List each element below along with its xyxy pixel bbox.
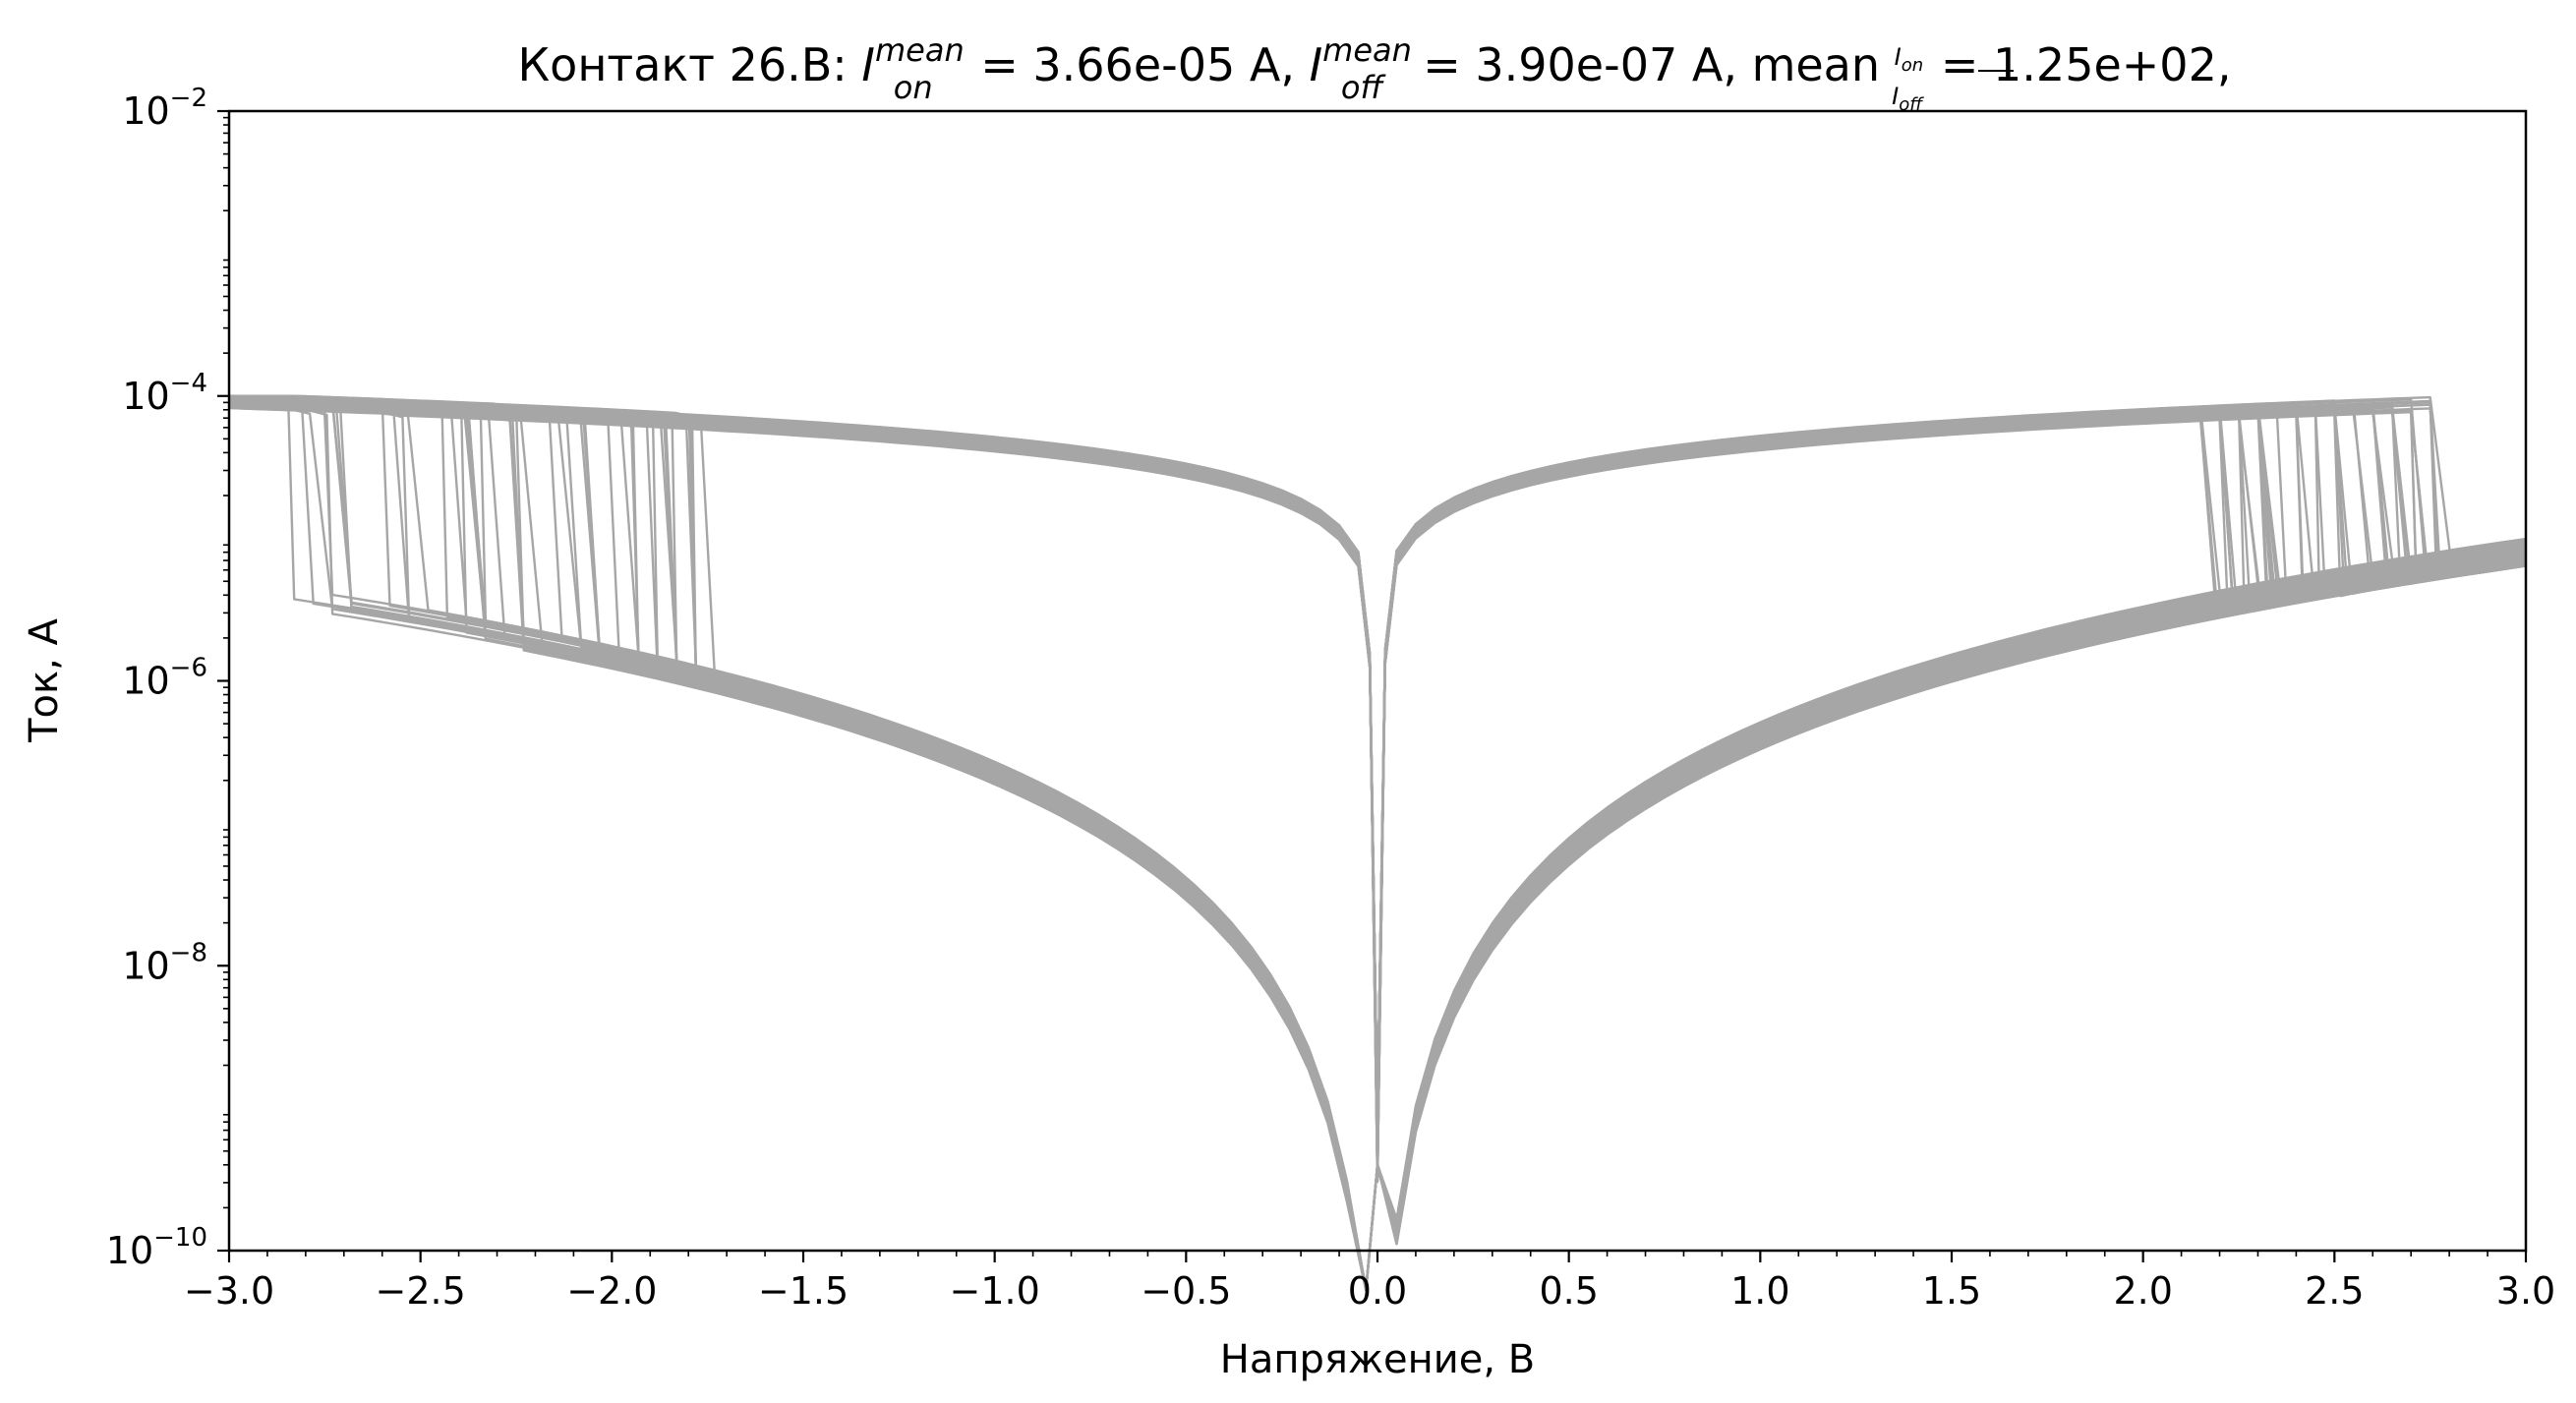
x-tick-label: 2.0 [2113,1269,2172,1313]
cycle-curve-17-a [228,397,2510,1119]
y-tick-label: 10−10 [106,1223,207,1272]
y-tick-label: 10−8 [122,938,207,987]
cycle-curve-24-b [245,397,2527,1292]
cycle-curve-33-b [244,399,2527,1292]
x-tick-label: 1.0 [1730,1269,1789,1313]
cycle-curve-49-b [229,396,2527,1292]
cycle-curve-4-b [233,399,2527,1292]
cycle-curve-47-b [233,404,2527,1292]
cycle-curve-7-b [244,395,2527,1292]
cycle-curve-21-b [246,394,2527,1292]
y-tick-label: 10−4 [122,369,207,418]
cycle-curve-17-b [235,398,2527,1292]
curves-group [228,394,2527,1292]
x-tick-label: −2.5 [376,1269,466,1313]
cycle-curve-6-a [228,400,2511,1155]
cycle-curve-22-b [234,407,2527,1292]
chart-title: Контакт 26.B: Imean on = 3.66e-05 A, Imea… [518,31,2232,115]
x-tick-label: 0.0 [1348,1269,1407,1313]
x-tick-label: 1.5 [1922,1269,1981,1313]
x-tick-label: −2.0 [566,1269,657,1313]
x-tick-label: −1.5 [758,1269,849,1313]
cycle-curve-12-b [242,394,2527,1292]
y-tick-label: 10−6 [122,654,207,703]
cycle-curve-22-a [228,406,2509,1140]
cycle-curve-13-b [243,398,2527,1292]
y-tick-label: 10−2 [122,84,207,133]
cycle-curve-27-b [233,398,2527,1292]
cycle-curve-29-b [247,405,2527,1292]
cycle-curve-38-b [232,396,2527,1292]
x-axis-label: Напряжение, В [1220,1337,1535,1382]
cycle-curve-48-b [233,404,2527,1292]
cycle-curve-2-a [228,405,2509,1133]
x-tick-label: 3.0 [2496,1269,2555,1313]
cycle-curve-9-b [243,405,2527,1292]
cycle-curve-6-b [244,400,2527,1292]
y-axis-label: Ток, А [22,617,67,742]
cycle-curve-8-a [228,399,2507,1157]
y-axis: 10−10 10−8 10−6 10−4 10−2 [106,84,229,1272]
cycle-curve-19-b [245,394,2527,1292]
cycle-curve-1-b [235,394,2527,1292]
cycle-curve-36-b [245,397,2527,1292]
cycle-curve-37-b [243,396,2527,1292]
cycle-curve-0-b [244,401,2527,1292]
cycle-curve-39-b [234,406,2527,1292]
cycle-curve-40-b [234,394,2527,1292]
cycle-curve-25-a [228,404,2508,1132]
x-tick-label: 0.5 [1539,1269,1598,1313]
cycle-curve-5-b [242,399,2527,1292]
cycle-curve-18-b [246,406,2527,1292]
cycle-curve-41-b [235,406,2527,1292]
x-tick-label: −0.5 [1141,1269,1231,1313]
cycle-curve-14-b [235,400,2527,1292]
cycle-curve-23-b [235,397,2527,1292]
cycle-curve-46-b [242,397,2527,1292]
x-tick-label: 2.5 [2305,1269,2364,1313]
x-tick-label: −3.0 [184,1269,274,1313]
cycle-curve-20-b [244,406,2527,1292]
cycle-curve-35-a [228,400,2510,1144]
x-axis: −3.0 −2.5 −2.0 −1.5 −1.0 −0.5 0.0 0.5 1.0 1.5 2.0 2… [184,1251,2555,1313]
cycle-curve-39-a [228,406,2509,1118]
cycle-curve-49-a [228,396,2509,1184]
cycle-curve-31-a [228,400,2512,1183]
cycle-curve-42-b [235,394,2527,1292]
cycle-curve-48-a [228,403,2512,1176]
x-tick-label: −1.0 [950,1269,1040,1313]
